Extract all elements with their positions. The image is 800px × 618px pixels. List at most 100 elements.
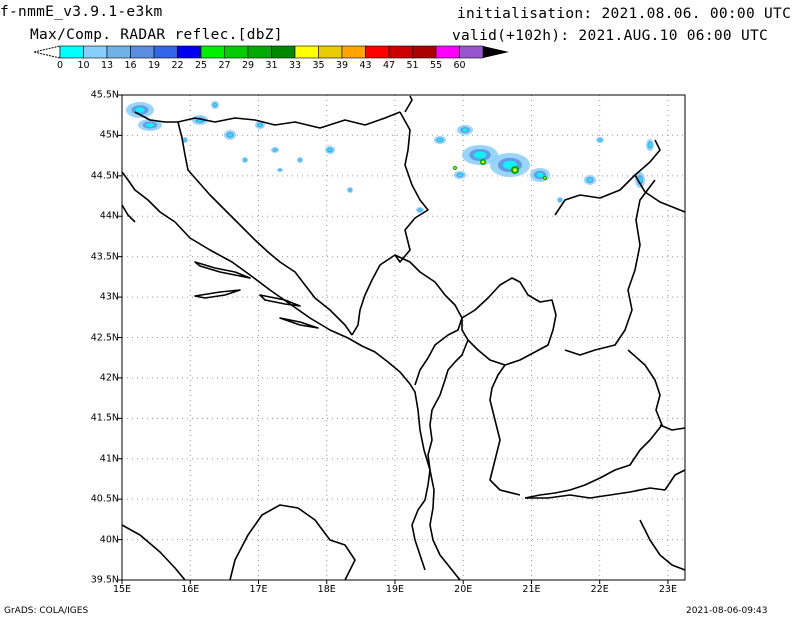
border-bulgaria-macedonia bbox=[524, 349, 663, 499]
colorbar-lower-arrow bbox=[34, 45, 61, 59]
colorbar-label: 33 bbox=[288, 60, 302, 71]
map-frame bbox=[121, 94, 686, 581]
radar-echoes bbox=[126, 101, 654, 213]
footer-credit: GrADS: COLA/IGES bbox=[4, 606, 89, 616]
colorbar-label: 16 bbox=[124, 60, 137, 71]
radar-echo bbox=[278, 169, 282, 171]
border-albania-east bbox=[411, 339, 469, 571]
valid-time: valid(+102h): 2021.AUG.10 06:00 UTC bbox=[452, 28, 769, 44]
radar-echo bbox=[457, 173, 463, 177]
lon-label: 16E bbox=[181, 584, 200, 595]
border-bulgaria-north bbox=[634, 174, 686, 213]
border-serbia-bulgaria bbox=[564, 179, 656, 356]
border-serbia-hungary bbox=[404, 95, 413, 113]
lat-label: 42.5N bbox=[90, 332, 119, 343]
radar-echo bbox=[328, 148, 332, 152]
island-2 bbox=[194, 289, 241, 299]
colorbar-label: 25 bbox=[194, 60, 208, 71]
colorbar bbox=[34, 45, 509, 59]
radar-echo bbox=[348, 188, 352, 192]
radar-echo bbox=[558, 198, 562, 202]
radar-echo bbox=[298, 158, 302, 162]
colorbar-label: 51 bbox=[406, 60, 419, 71]
radar-echo bbox=[418, 208, 422, 212]
footer-timestamp: 2021-08-06-09:43 bbox=[686, 606, 768, 616]
radar-echo-peak bbox=[513, 168, 517, 172]
lon-label: 19E bbox=[385, 584, 405, 595]
lon-label: 23E bbox=[658, 584, 677, 595]
border-bulgaria-east bbox=[659, 424, 686, 431]
lat-label: 45.5N bbox=[90, 89, 119, 101]
lon-label: 17E bbox=[249, 584, 268, 595]
lat-label: 41.5N bbox=[90, 412, 119, 424]
radar-echo bbox=[213, 103, 217, 107]
radar-echo-peak bbox=[481, 160, 485, 164]
lat-label: 43N bbox=[99, 291, 119, 303]
colorbar-label: 13 bbox=[100, 60, 114, 71]
island-3 bbox=[259, 294, 301, 307]
colorbar-label: 10 bbox=[77, 60, 90, 71]
colorbar-label: 0 bbox=[56, 60, 64, 71]
border-greece-north bbox=[525, 487, 666, 499]
colorbar-label: 29 bbox=[241, 60, 255, 71]
coast-istria bbox=[121, 204, 136, 223]
border-macedonia bbox=[489, 364, 521, 496]
border-bulgaria-greece bbox=[664, 469, 686, 491]
colorbar-label: 47 bbox=[382, 60, 396, 71]
radar-echo bbox=[536, 172, 544, 178]
colorbar-label: 39 bbox=[335, 60, 349, 71]
colorbar-label: 35 bbox=[312, 60, 325, 71]
border-bosnia-serbia bbox=[351, 111, 429, 336]
lat-label: 41N bbox=[99, 453, 119, 465]
coastline-italy bbox=[121, 524, 186, 581]
radar-echo bbox=[183, 138, 187, 142]
border-kosovo bbox=[461, 277, 557, 366]
colorbar-label: 27 bbox=[218, 60, 231, 71]
lon-label: 21E bbox=[522, 584, 541, 595]
radar-echo bbox=[258, 123, 262, 127]
lon-label: 22E bbox=[590, 584, 609, 595]
lat-label: 40.5N bbox=[90, 493, 119, 505]
radar-echo bbox=[648, 142, 652, 148]
colorbar-label: 60 bbox=[453, 60, 466, 71]
croatia-north bbox=[134, 111, 178, 123]
lat-label: 43.5N bbox=[90, 251, 119, 263]
radar-echo bbox=[462, 128, 468, 132]
coastline-italy-2 bbox=[229, 504, 356, 581]
border-croatia-bosnia-north bbox=[177, 111, 401, 129]
lon-label: 18E bbox=[317, 584, 336, 595]
radar-echo-peak bbox=[454, 167, 456, 169]
init-time: initialisation: 2021.08.06. 00:00 UTC bbox=[457, 6, 792, 22]
lat-label: 42N bbox=[99, 372, 119, 384]
lat-label: 40N bbox=[99, 534, 119, 546]
borders-coastlines bbox=[121, 95, 686, 581]
radar-echo bbox=[473, 151, 487, 159]
radar-echo bbox=[587, 178, 593, 182]
radar-echo bbox=[437, 138, 443, 142]
border-bosnia-west bbox=[177, 121, 353, 336]
radar-echo bbox=[145, 122, 155, 128]
lat-label: 39.5N bbox=[90, 574, 119, 586]
colorbar-upper-arrow bbox=[483, 46, 509, 58]
field-title: Max/Comp. RADAR reflec.[dbZ] bbox=[30, 27, 283, 43]
radar-echo bbox=[227, 133, 233, 137]
model-title: f-nmmE_v3.9.1-e3km bbox=[0, 4, 163, 20]
colorbar-label: 55 bbox=[429, 60, 443, 71]
lat-label: 44N bbox=[99, 210, 119, 222]
lon-label: 20E bbox=[454, 584, 473, 595]
coast-greece bbox=[639, 519, 686, 571]
radar-echo bbox=[598, 138, 602, 142]
radar-echo bbox=[243, 158, 247, 162]
lon-label: 15E bbox=[112, 584, 132, 595]
colorbar-label: 22 bbox=[171, 60, 184, 71]
radar-echo bbox=[135, 107, 145, 113]
island-1 bbox=[194, 261, 251, 279]
colorbar-label: 31 bbox=[265, 60, 278, 71]
lat-lon-grid bbox=[118, 94, 685, 584]
coastline-adriatic bbox=[121, 171, 461, 581]
island-4 bbox=[279, 317, 319, 329]
lat-label: 45N bbox=[99, 129, 119, 141]
colorbar-label: 19 bbox=[147, 60, 161, 71]
lat-label: 44.5N bbox=[90, 170, 119, 182]
